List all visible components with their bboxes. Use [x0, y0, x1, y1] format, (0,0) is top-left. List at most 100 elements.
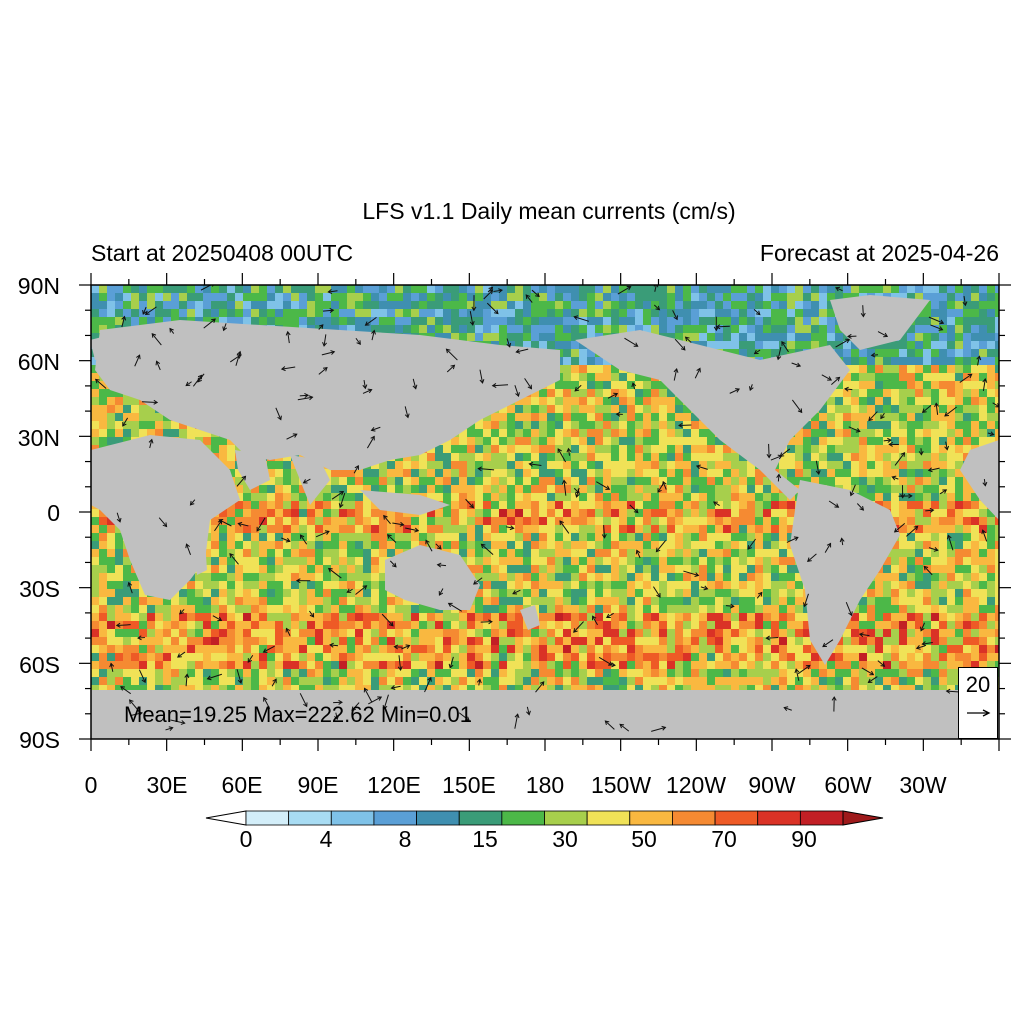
field-cell	[475, 325, 483, 333]
field-cell	[963, 365, 971, 373]
field-cell	[563, 429, 571, 437]
field-cell	[595, 605, 603, 613]
field-cell	[595, 517, 603, 525]
field-cell	[883, 461, 891, 469]
field-cell	[979, 349, 987, 357]
field-cell	[299, 525, 307, 533]
field-cell	[355, 469, 363, 477]
field-cell	[451, 501, 459, 509]
field-cell	[915, 533, 923, 541]
field-cell	[171, 293, 179, 301]
field-cell	[595, 485, 603, 493]
field-cell	[643, 621, 651, 629]
field-cell	[379, 285, 387, 293]
field-cell	[923, 605, 931, 613]
field-cell	[299, 533, 307, 541]
field-cell	[539, 517, 547, 525]
field-cell	[979, 437, 987, 445]
field-cell	[579, 357, 587, 365]
field-cell	[851, 477, 859, 485]
field-cell	[675, 589, 683, 597]
field-cell	[939, 557, 947, 565]
field-cell	[563, 525, 571, 533]
field-cell	[235, 605, 243, 613]
field-cell	[443, 309, 451, 317]
field-cell	[419, 461, 427, 469]
field-cell	[259, 533, 267, 541]
field-cell	[891, 429, 899, 437]
field-cell	[907, 413, 915, 421]
field-cell	[219, 589, 227, 597]
field-cell	[635, 485, 643, 493]
field-cell	[467, 541, 475, 549]
field-cell	[371, 525, 379, 533]
field-cell	[275, 621, 283, 629]
field-cell	[915, 325, 923, 333]
field-cell	[955, 541, 963, 549]
field-cell	[299, 541, 307, 549]
field-cell	[771, 285, 779, 293]
field-cell	[859, 357, 867, 365]
field-cell	[483, 453, 491, 461]
field-cell	[819, 309, 827, 317]
field-cell	[251, 485, 259, 493]
field-cell	[563, 373, 571, 381]
field-cell	[467, 493, 475, 501]
field-cell	[99, 293, 107, 301]
field-cell	[971, 309, 979, 317]
field-cell	[859, 373, 867, 381]
field-cell	[955, 621, 963, 629]
field-cell	[587, 325, 595, 333]
field-cell	[955, 477, 963, 485]
field-cell	[483, 421, 491, 429]
field-cell	[907, 565, 915, 573]
field-cell	[339, 621, 347, 629]
field-cell	[691, 549, 699, 557]
field-cell	[163, 421, 171, 429]
field-cell	[763, 621, 771, 629]
field-cell	[451, 621, 459, 629]
field-cell	[755, 493, 763, 501]
field-cell	[307, 597, 315, 605]
field-cell	[259, 629, 267, 637]
field-cell	[323, 549, 331, 557]
field-cell	[531, 485, 539, 493]
field-cell	[515, 493, 523, 501]
field-cell	[763, 341, 771, 349]
field-cell	[923, 445, 931, 453]
field-cell	[835, 477, 843, 485]
field-cell	[875, 397, 883, 405]
field-cell	[747, 485, 755, 493]
field-cell	[539, 453, 547, 461]
field-cell	[611, 413, 619, 421]
field-cell	[987, 437, 995, 445]
field-cell	[899, 469, 907, 477]
field-cell	[971, 565, 979, 573]
field-cell	[931, 469, 939, 477]
field-cell	[523, 573, 531, 581]
field-cell	[203, 429, 211, 437]
field-cell	[923, 501, 931, 509]
field-cell	[91, 549, 99, 557]
field-cell	[603, 597, 611, 605]
field-cell	[507, 341, 515, 349]
field-cell	[451, 517, 459, 525]
field-cell	[251, 493, 259, 501]
field-cell	[547, 605, 555, 613]
field-cell	[843, 429, 851, 437]
field-cell	[163, 613, 171, 621]
field-cell	[683, 629, 691, 637]
field-cell	[867, 477, 875, 485]
field-cell	[107, 405, 115, 413]
field-cell	[931, 389, 939, 397]
field-cell	[939, 469, 947, 477]
field-cell	[875, 285, 883, 293]
field-cell	[587, 517, 595, 525]
field-cell	[643, 469, 651, 477]
field-cell	[571, 565, 579, 573]
field-cell	[891, 365, 899, 373]
field-cell	[499, 285, 507, 293]
field-cell	[643, 453, 651, 461]
field-cell	[227, 453, 235, 461]
field-cell	[467, 461, 475, 469]
